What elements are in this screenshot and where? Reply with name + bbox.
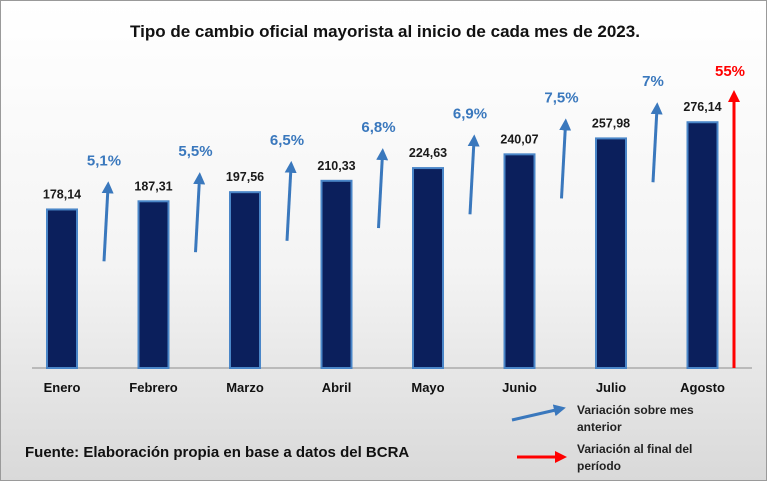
value-label-agosto: 276,14 — [683, 100, 721, 114]
bars-layer — [46, 121, 719, 369]
legend-period-label-line1: Variación al final del — [577, 442, 692, 456]
legend-monthly-label-line2: anterior — [577, 420, 622, 434]
legend-monthly-arrow-icon — [511, 404, 566, 422]
variation-label-6: 7,5% — [544, 89, 578, 106]
variation-arrow-4 — [376, 148, 389, 229]
bar-mayo — [412, 167, 444, 369]
bar-abril — [320, 179, 353, 369]
value-label-mayo: 224,63 — [409, 146, 447, 160]
category-label-marzo: Marzo — [226, 380, 264, 395]
legend-period-label-line2: período — [577, 459, 621, 473]
bar-junio — [503, 153, 536, 369]
category-label-abril: Abril — [322, 380, 352, 395]
value-label-marzo: 197,56 — [226, 170, 264, 184]
value-label-junio: 240,07 — [500, 132, 538, 146]
variation-label-3: 6,5% — [270, 132, 304, 149]
variation-arrow-1 — [101, 181, 114, 262]
category-label-mayo: Mayo — [411, 380, 444, 395]
category-label-julio: Julio — [596, 380, 626, 395]
arrows-layer: 5,1% 5,5% 6,5% 6,8% 6,9% 7,5% 7% 55% — [87, 63, 745, 368]
chart-title: Tipo de cambio oficial mayorista al inic… — [130, 22, 640, 41]
legend-monthly-label: Variación sobre mes anterior — [577, 403, 697, 434]
bar-agosto — [686, 121, 719, 369]
variation-label-2: 5,5% — [178, 143, 212, 160]
bar-febrero — [137, 200, 170, 369]
labels-layer: 178,14 187,31 197,56 210,33 224,63 240,07 257,… — [43, 100, 722, 201]
variation-label-5: 6,9% — [453, 105, 487, 122]
category-label-agosto: Agosto — [680, 380, 725, 395]
value-label-febrero: 187,31 — [134, 179, 172, 193]
variation-arrow-3 — [284, 160, 297, 241]
value-label-abril: 210,33 — [317, 159, 355, 173]
variation-arrow-2 — [193, 172, 206, 253]
bar-enero — [46, 208, 78, 369]
category-label-febrero: Febrero — [129, 380, 177, 395]
variation-arrow-5 — [467, 134, 480, 215]
variation-label-1: 5,1% — [87, 152, 121, 169]
value-label-enero: 178,14 — [43, 187, 81, 201]
bar-julio — [595, 137, 627, 369]
variation-arrow-7 — [650, 102, 663, 183]
variation-label-4: 6,8% — [361, 119, 395, 136]
value-label-julio: 257,98 — [592, 116, 630, 130]
category-label-junio: Junio — [502, 380, 537, 395]
category-label-enero: Enero — [44, 380, 81, 395]
bar-marzo — [229, 191, 261, 369]
period-variation-label: 55% — [715, 63, 745, 80]
legend-monthly-label-line1: Variación sobre mes — [577, 403, 694, 417]
legend-period-label: Variación al final del período — [577, 442, 696, 473]
category-labels-layer: Enero Febrero Marzo Abril Mayo Junio Julio Agos… — [44, 380, 725, 395]
variation-arrow-6 — [559, 118, 572, 199]
variation-label-7: 7% — [642, 73, 664, 90]
source-note: Fuente: Elaboración propia en base a dat… — [25, 444, 409, 461]
